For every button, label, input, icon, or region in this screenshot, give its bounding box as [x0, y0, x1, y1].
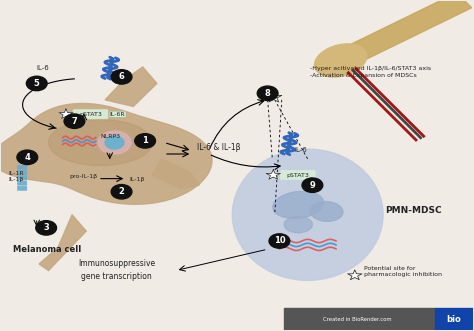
Text: 9: 9	[310, 181, 315, 190]
FancyBboxPatch shape	[18, 186, 27, 190]
FancyBboxPatch shape	[18, 181, 27, 185]
Text: IL-1R: IL-1R	[9, 171, 24, 176]
Text: 2: 2	[118, 187, 125, 196]
Text: 3: 3	[43, 223, 49, 232]
Text: IL-6 & IL-1β: IL-6 & IL-1β	[197, 143, 240, 152]
Ellipse shape	[48, 119, 152, 166]
Polygon shape	[333, 0, 472, 68]
Text: Melanoma cell: Melanoma cell	[13, 246, 82, 255]
Polygon shape	[347, 270, 362, 280]
Circle shape	[135, 134, 155, 148]
Circle shape	[27, 76, 47, 91]
Text: IL-6: IL-6	[116, 70, 128, 76]
Text: pSTAT3: pSTAT3	[79, 112, 102, 117]
Text: Created in BioRender.com: Created in BioRender.com	[323, 317, 392, 322]
Text: 5: 5	[34, 79, 40, 88]
Circle shape	[111, 70, 132, 84]
Ellipse shape	[284, 216, 312, 233]
Text: pSTAT3: pSTAT3	[286, 172, 309, 177]
Text: IL-1β: IL-1β	[9, 177, 24, 182]
Text: IL-6: IL-6	[294, 147, 307, 153]
Circle shape	[111, 185, 132, 199]
Text: Immunosuppressive
gene transcription: Immunosuppressive gene transcription	[78, 259, 155, 281]
Ellipse shape	[273, 191, 324, 218]
Text: IL-6R: IL-6R	[110, 112, 126, 117]
Circle shape	[64, 114, 85, 128]
Text: 8: 8	[265, 89, 271, 98]
Polygon shape	[59, 109, 73, 118]
Text: 4: 4	[24, 153, 30, 162]
FancyBboxPatch shape	[435, 308, 473, 330]
FancyBboxPatch shape	[280, 170, 315, 180]
Polygon shape	[266, 91, 282, 102]
Ellipse shape	[315, 44, 367, 77]
FancyBboxPatch shape	[284, 308, 435, 330]
Ellipse shape	[310, 202, 343, 221]
FancyBboxPatch shape	[18, 176, 27, 180]
Circle shape	[36, 221, 56, 235]
Ellipse shape	[232, 149, 383, 280]
Text: NLRP3: NLRP3	[100, 134, 120, 139]
Text: 1: 1	[142, 136, 148, 145]
Text: 7: 7	[72, 117, 77, 126]
Text: IL-6: IL-6	[36, 65, 49, 71]
Text: pro-IL-1β: pro-IL-1β	[70, 174, 98, 179]
Circle shape	[17, 150, 37, 165]
Circle shape	[105, 136, 124, 149]
Circle shape	[269, 234, 290, 248]
Text: PMN-MDSC: PMN-MDSC	[385, 206, 442, 215]
Polygon shape	[39, 215, 86, 270]
Circle shape	[302, 178, 323, 192]
FancyBboxPatch shape	[73, 110, 108, 119]
Polygon shape	[152, 159, 199, 188]
FancyBboxPatch shape	[18, 165, 27, 169]
Text: Potential site for
pharmacologic inhibition: Potential site for pharmacologic inhibit…	[364, 266, 442, 277]
Circle shape	[257, 86, 278, 101]
Text: IL-1β: IL-1β	[129, 177, 145, 182]
Polygon shape	[266, 170, 281, 179]
Circle shape	[98, 131, 131, 154]
Text: bio: bio	[447, 314, 461, 324]
Text: -Hyper acitivated IL-1β/IL-6/STAT3 axis
-Activation & Expansion of MDSCs: -Hyper acitivated IL-1β/IL-6/STAT3 axis …	[310, 66, 431, 78]
Polygon shape	[105, 67, 157, 107]
Polygon shape	[0, 104, 212, 204]
Text: 6: 6	[118, 72, 125, 81]
Text: 10: 10	[273, 236, 285, 246]
FancyBboxPatch shape	[18, 170, 27, 175]
